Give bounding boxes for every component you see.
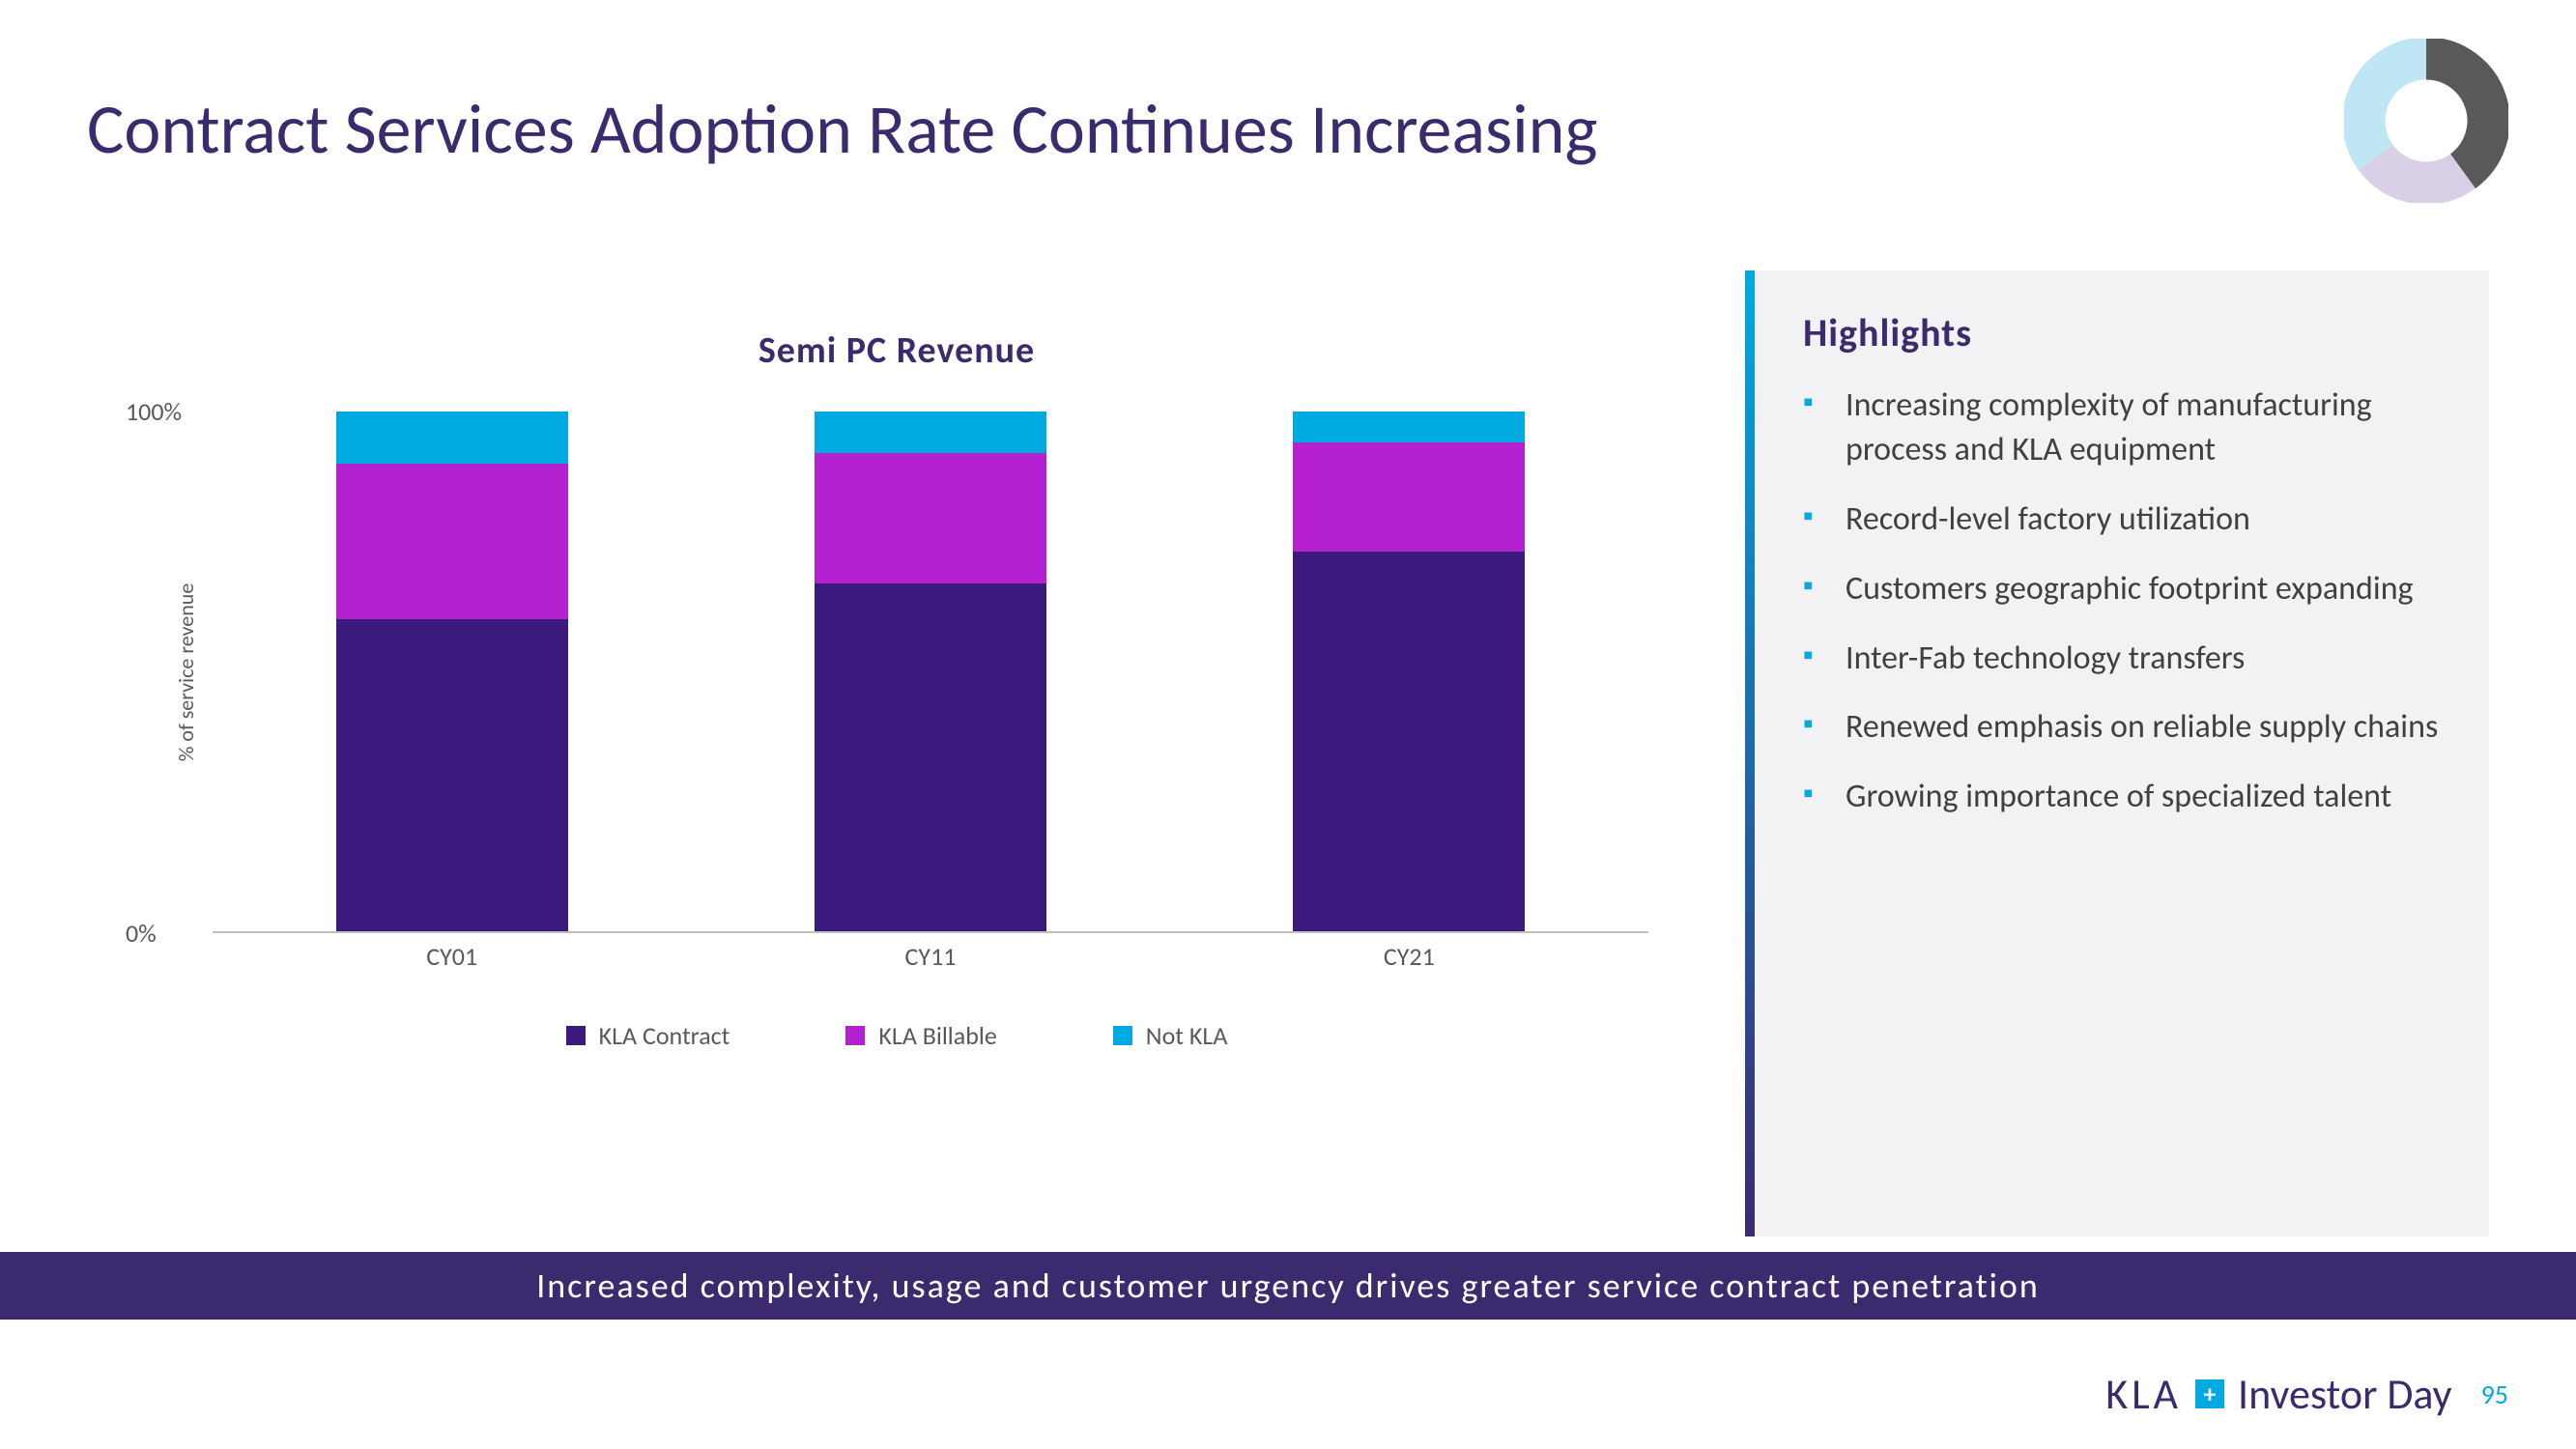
bar-segment: [336, 619, 568, 931]
bar-segment: [815, 583, 1046, 931]
chart-title: Semi PC Revenue: [87, 328, 1706, 373]
legend-label: KLA Billable: [878, 1020, 996, 1051]
bar-segment: [336, 464, 568, 619]
bar-stack: CY11: [815, 412, 1046, 931]
decorative-donut-icon: [2344, 39, 2508, 203]
highlight-item: Renewed emphasis on reliable supply chai…: [1803, 705, 2441, 750]
legend-item: KLA Contract: [566, 1020, 730, 1051]
highlights-list: Increasing complexity of manufacturing p…: [1803, 384, 2441, 819]
page-number: 95: [2481, 1378, 2508, 1411]
footer-brand: KLA + Investor Day: [2105, 1368, 2451, 1420]
brand-investor-day: Investor Day: [2238, 1368, 2452, 1420]
legend-label: KLA Contract: [599, 1020, 730, 1051]
brand-kla: KLA: [2105, 1368, 2182, 1420]
bar-stack: CY21: [1293, 412, 1525, 931]
category-label: CY11: [905, 941, 957, 972]
highlights-panel: Highlights Increasing complexity of manu…: [1745, 270, 2489, 1236]
summary-banner: Increased complexity, usage and customer…: [0, 1252, 2576, 1320]
y-tick: 0%: [126, 918, 157, 949]
highlight-item: Record-level factory utilization: [1803, 497, 2441, 542]
footer: KLA + Investor Day 95: [2105, 1368, 2508, 1420]
bar-segment: [1293, 552, 1525, 931]
bars-row: CY01 CY11 CY21: [213, 412, 1648, 931]
highlights-title: Highlights: [1803, 309, 2441, 356]
bar-segment: [336, 412, 568, 464]
highlight-item: Customers geographic footprint expanding: [1803, 567, 2441, 611]
bar-segment: [1293, 442, 1525, 552]
highlight-item: Increasing complexity of manufacturing p…: [1803, 384, 2441, 472]
main-content-area: Semi PC Revenue % of service revenue CY0…: [87, 270, 2489, 1236]
chart-panel: Semi PC Revenue % of service revenue CY0…: [87, 270, 1745, 1236]
bar-segment: [815, 412, 1046, 453]
slide-title: Contract Services Adoption Rate Continue…: [87, 87, 1597, 172]
plot-inner: CY01 CY11 CY21: [213, 412, 1648, 933]
legend-swatch: [566, 1026, 586, 1045]
legend-label: Not KLA: [1146, 1020, 1228, 1051]
bar-stack: CY01: [336, 412, 568, 931]
legend-item: KLA Billable: [845, 1020, 996, 1051]
legend-swatch: [845, 1026, 865, 1045]
highlight-item: Inter-Fab technology transfers: [1803, 637, 2441, 681]
category-label: CY01: [426, 941, 477, 972]
bar-segment: [1293, 412, 1525, 442]
plus-icon: +: [2195, 1379, 2224, 1408]
chart-legend: KLA Contract KLA Billable Not KLA: [87, 1020, 1706, 1051]
y-tick: 100%: [126, 396, 182, 427]
highlight-item: Growing importance of specialized talent: [1803, 775, 2441, 819]
plot-zone: % of service revenue CY01CY11CY21 0%100%: [213, 412, 1648, 933]
y-axis-label: % of service revenue: [173, 583, 199, 762]
legend-item: Not KLA: [1113, 1020, 1228, 1051]
legend-swatch: [1113, 1026, 1132, 1045]
bar-segment: [815, 453, 1046, 583]
category-label: CY21: [1384, 941, 1435, 972]
